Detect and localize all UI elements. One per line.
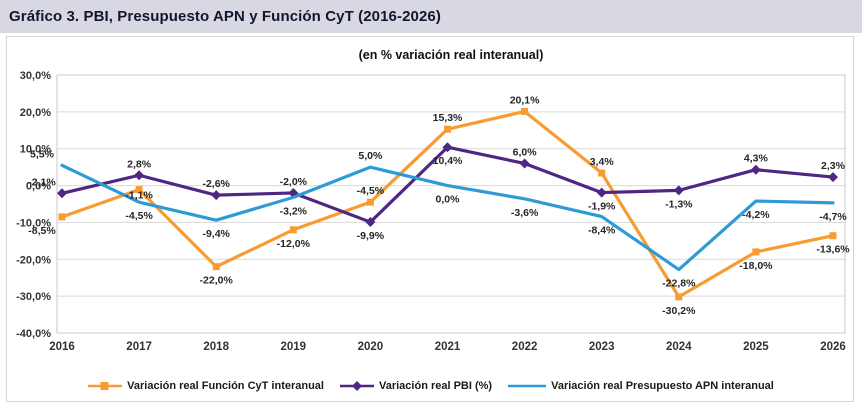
chart-legend: Variación real Función CyT interanual Va… [0,380,862,392]
legend-square-line-icon [88,382,123,390]
legend-item-pbi: Variación real PBI (%) [340,380,492,392]
legend-diamond-line-icon [340,381,374,391]
legend-item-funcion-cyt: Variación real Función CyT interanual [88,380,324,392]
legend-label-funcion-cyt: Variación real Función CyT interanual [127,380,324,392]
legend-label-presupuesto-apn: Variación real Presupuesto APN interanua… [551,380,774,392]
legend-item-presupuesto-apn: Variación real Presupuesto APN interanua… [508,380,774,392]
title-band: Gráfico 3. PBI, Presupuesto APN y Funció… [0,0,862,33]
chart-subtitle: (en % variación real interanual) [358,48,544,62]
chart-title: Gráfico 3. PBI, Presupuesto APN y Funció… [9,8,441,25]
legend-line-icon [508,384,547,388]
legend-label-pbi: Variación real PBI (%) [379,380,493,392]
chart-frame [6,36,854,402]
